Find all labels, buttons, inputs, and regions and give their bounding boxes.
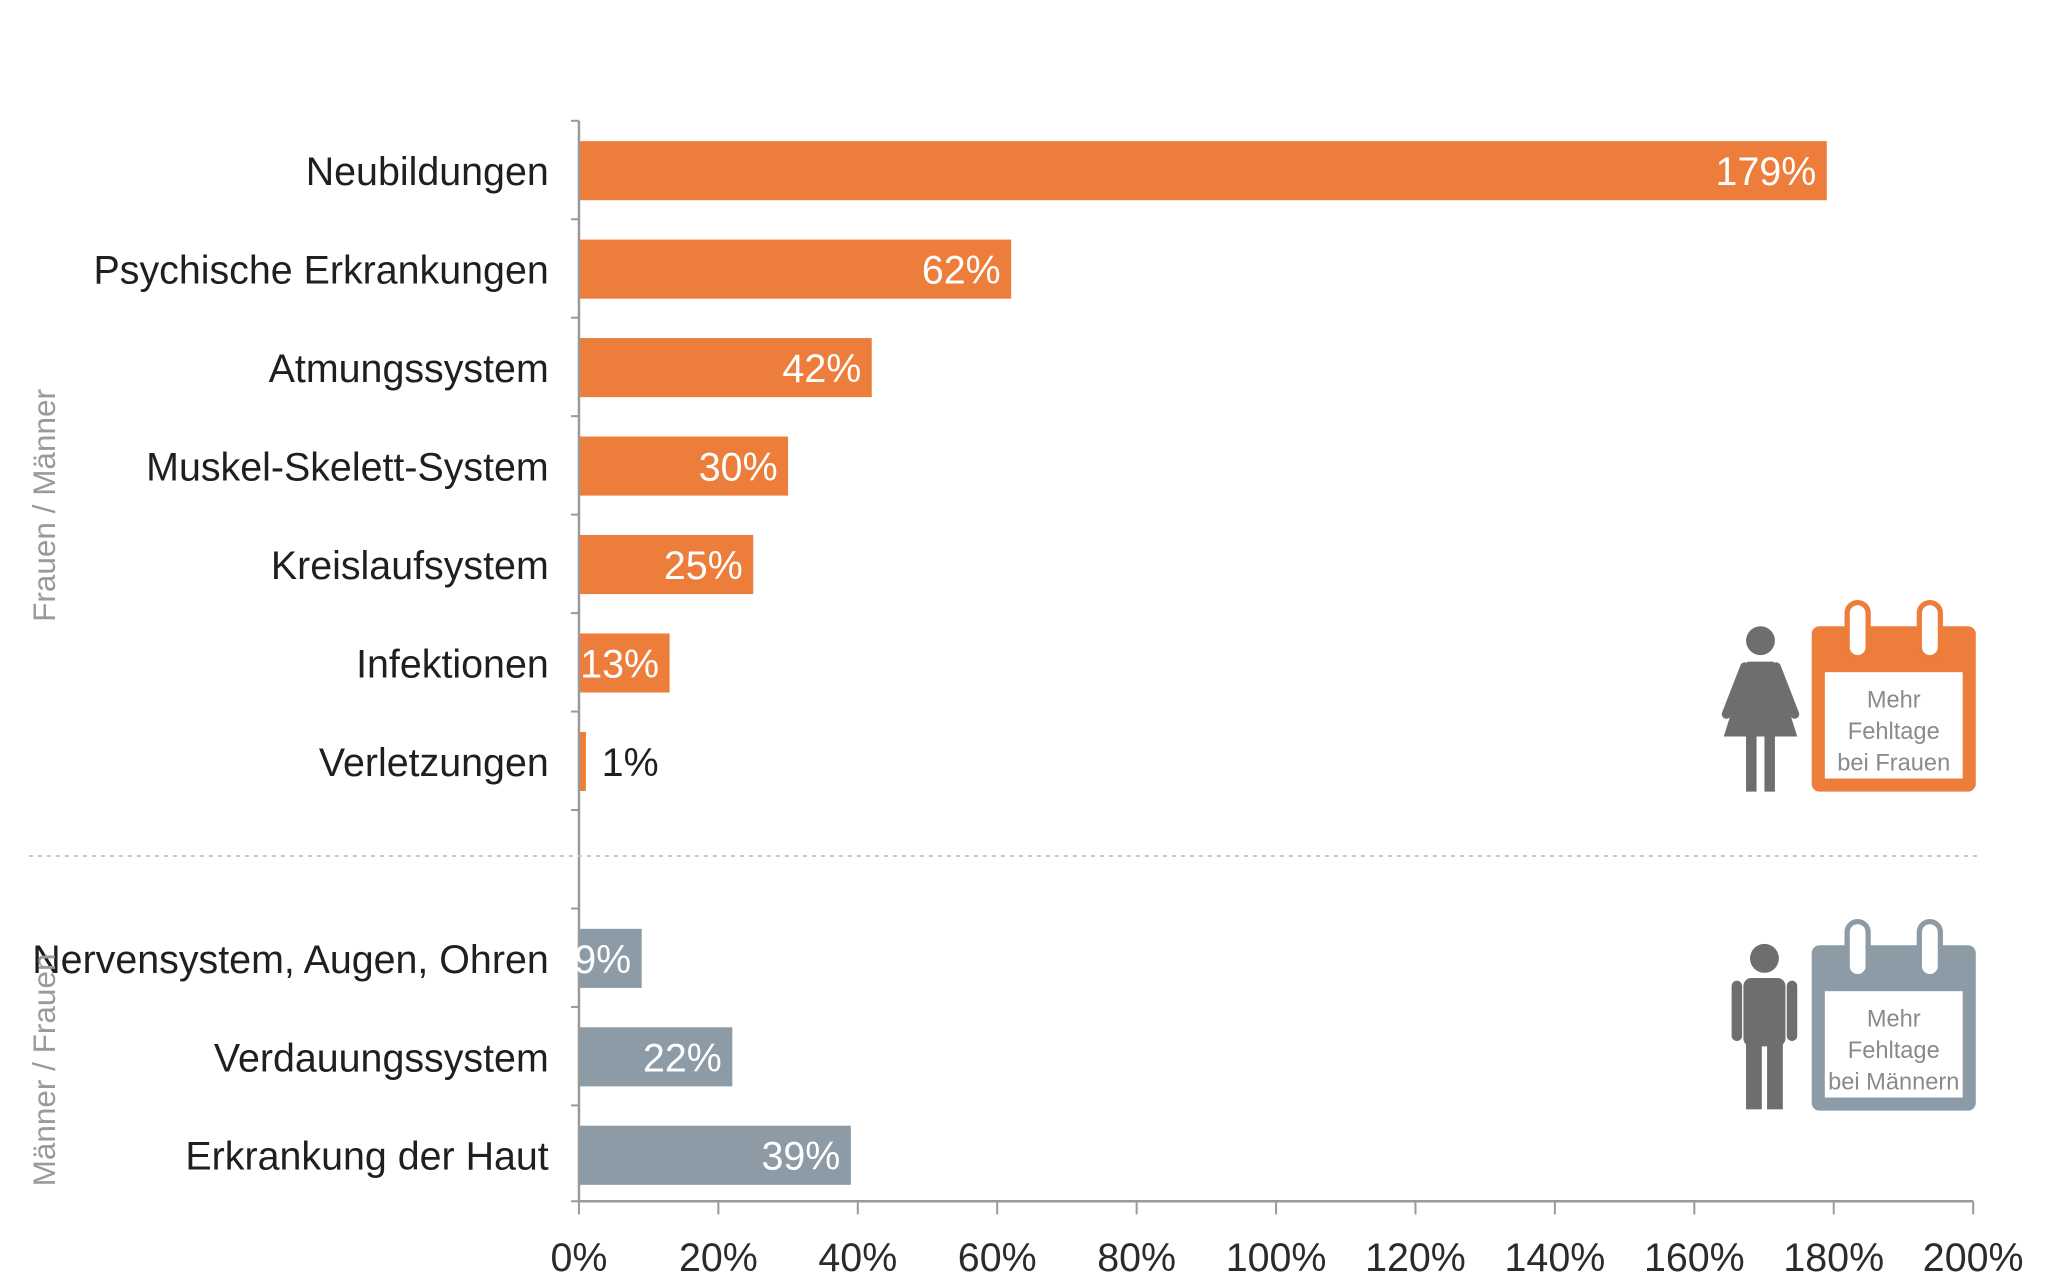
x-tick-label-6: 120% (1365, 1236, 1466, 1280)
bar-5 (578, 633, 670, 693)
calendar-icon-women: Mehr Fehltage bei Frauen (1811, 599, 1976, 792)
group-label-0: Frauen / Männer (26, 389, 62, 622)
calendar-icon-men: Mehr Fehltage bei Männern (1811, 918, 1976, 1111)
category-label-3: Muskel-Skelett-System (146, 445, 549, 489)
calendar-icon-women-text-2: bei Frauen (1837, 751, 1950, 777)
woman-icon-head (1746, 626, 1775, 656)
calendar-icon-women-text-0: Mehr (1867, 688, 1921, 714)
x-tick-label-4: 80% (1097, 1236, 1176, 1280)
bar-9 (578, 1125, 851, 1185)
bar-2 (578, 338, 872, 398)
calendar-icon-men-page (1824, 991, 1963, 1098)
x-tick-label-3: 60% (958, 1236, 1037, 1280)
legend: Mehr Fehltage bei Frauen Mehr Fehltage bei Mä… (1721, 599, 1976, 1111)
value-labels: 179% 62% 42% 30% 25% 13% 1% 9% 22% 39% (574, 150, 1816, 1179)
category-label-5: Infektionen (356, 642, 549, 686)
calendar-icon-women-ring-1 (1916, 599, 1943, 661)
man-icon-arm-r (1786, 980, 1798, 1042)
woman-icon (1721, 626, 1800, 792)
calendar-icon-men-ring-0 (1844, 918, 1871, 980)
category-label-9: Erkrankung der Haut (185, 1135, 548, 1179)
bar-1 (578, 239, 1012, 299)
category-label-7: Nervensystem, Augen, Ohren (32, 938, 549, 982)
value-label-2: 42% (782, 347, 861, 391)
calendar-icon-women-page (1824, 672, 1963, 779)
x-tick-label-7: 140% (1505, 1236, 1606, 1280)
man-icon-head (1749, 943, 1779, 973)
value-label-1: 62% (922, 249, 1001, 293)
category-label-2: Atmungssystem (269, 347, 549, 391)
bar-4 (578, 534, 754, 595)
category-label-1: Psychische Erkrankungen (94, 249, 549, 293)
calendar-icon-men-ring-1 (1916, 918, 1943, 980)
group-label-1: Männer / Frauen (26, 954, 62, 1187)
x-tick-label-8: 160% (1644, 1236, 1745, 1280)
value-label-0: 179% (1716, 150, 1817, 194)
category-label-8: Verdauungssystem (214, 1036, 549, 1080)
x-tick-label-1: 20% (679, 1236, 758, 1280)
calendar-icon-women-text-1: Fehltage (1848, 719, 1940, 745)
category-label-0: Neubildungen (306, 150, 549, 194)
x-tick-label-0: 0% (550, 1236, 607, 1280)
man-icon (1731, 943, 1798, 1110)
calendar-icon-men-text-1: Fehltage (1848, 1038, 1940, 1064)
category-label-6: Verletzungen (319, 741, 549, 785)
woman-icon-leg-r (1764, 736, 1775, 792)
bars (578, 141, 1827, 1185)
category-label-4: Kreislaufsystem (271, 544, 549, 588)
man-icon-torso (1743, 978, 1786, 1047)
woman-icon-arm-r (1771, 662, 1800, 719)
woman-icon-leg-l (1746, 736, 1757, 792)
x-tick-label-9: 180% (1783, 1236, 1884, 1280)
value-label-7: 9% (574, 938, 631, 982)
man-icon-arm-l (1731, 980, 1743, 1042)
value-label-5: 13% (580, 642, 659, 686)
group-labels: Frauen / Männer Männer / Frauen (26, 389, 62, 1186)
value-label-3: 30% (699, 445, 778, 489)
value-label-6: 1% (602, 741, 659, 785)
x-tick-label-5: 100% (1226, 1236, 1327, 1280)
value-label-9: 39% (762, 1135, 841, 1179)
axes (28, 119, 1980, 1203)
bar-8 (578, 1027, 733, 1087)
value-label-4: 25% (664, 544, 743, 588)
bar-7 (578, 928, 642, 988)
x-tick-label-10: 200% (1923, 1236, 2024, 1280)
bar-0 (578, 141, 1827, 201)
x-tick-label-2: 40% (818, 1236, 897, 1280)
man-icon-leg-r (1767, 1041, 1783, 1110)
category-labels: Neubildungen Psychische Erkrankungen Atmun… (32, 150, 549, 1179)
bar-6 (578, 731, 586, 791)
man-icon-leg-l (1746, 1041, 1762, 1110)
value-label-8: 22% (643, 1036, 722, 1080)
calendar-icon-men-text-0: Mehr (1867, 1007, 1921, 1033)
x-axis-ticks: 0% 20% 40% 60% 80% 100% 120% 140% 160% 180% 200% (550, 1201, 2024, 1280)
calendar-icon-men-text-2: bei Männern (1828, 1070, 1959, 1096)
woman-icon-arm-l (1721, 662, 1750, 719)
calendar-icon-women-ring-0 (1844, 599, 1871, 661)
bar-3 (578, 436, 789, 496)
